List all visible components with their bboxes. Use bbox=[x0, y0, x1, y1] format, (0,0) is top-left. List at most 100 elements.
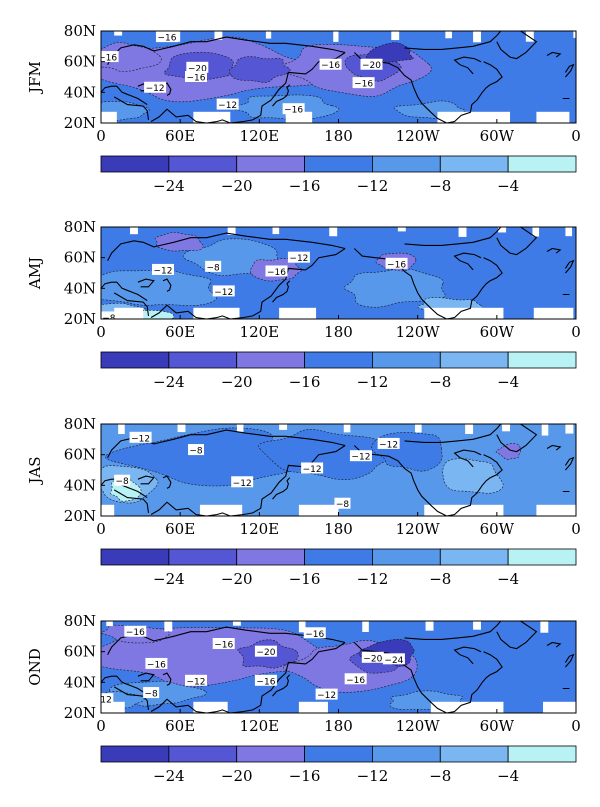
colorbar-tick-label: −24 bbox=[153, 767, 185, 785]
colorbar-tick-label: −16 bbox=[289, 767, 321, 785]
colorbar: −24 −20 −16 −12 −8 −4 bbox=[100, 351, 577, 391]
svg-text:−16: −16 bbox=[214, 641, 233, 651]
coastline bbox=[564, 63, 575, 78]
panel-jfm: −16−16−20−16−12−12 −16−16 −20−1680N60N40N2… bbox=[26, 22, 581, 195]
coastline bbox=[272, 280, 291, 303]
contour-region bbox=[495, 442, 521, 460]
missing-cell bbox=[298, 504, 339, 516]
lat-tick-label: 60N bbox=[64, 643, 96, 661]
coastline bbox=[404, 428, 498, 443]
colorbar-swatch bbox=[168, 351, 238, 369]
missing-cell bbox=[465, 424, 474, 434]
missing-cell bbox=[425, 621, 434, 631]
lat-tick-label: 80N bbox=[64, 22, 96, 40]
svg-text:−16: −16 bbox=[147, 660, 166, 670]
season-label: AMJ bbox=[26, 257, 44, 290]
coastline bbox=[107, 36, 346, 65]
coastline bbox=[453, 449, 482, 468]
missing-cell bbox=[536, 111, 570, 123]
colorbar-tick-label: −12 bbox=[357, 570, 389, 588]
svg-text:−12: −12 bbox=[214, 288, 233, 298]
missing-cell bbox=[298, 621, 306, 633]
contour-label: −8 bbox=[334, 497, 351, 510]
colorbar-tick-label: −20 bbox=[221, 570, 253, 588]
svg-text:−20: −20 bbox=[188, 64, 207, 74]
lon-tick-label: 60E bbox=[165, 127, 195, 145]
missing-cell bbox=[236, 424, 244, 432]
colorbar-tick-label: −12 bbox=[357, 767, 389, 785]
contour-label: −12 bbox=[129, 431, 152, 444]
missing-cell bbox=[130, 227, 138, 235]
coastline bbox=[150, 304, 244, 319]
colorbar-tick-label: −4 bbox=[497, 373, 519, 391]
lon-tick-label: 60W bbox=[480, 717, 515, 735]
coastline bbox=[353, 445, 447, 516]
contour-label: −8 bbox=[101, 311, 117, 319]
contour-label: −12 bbox=[185, 674, 207, 687]
svg-text:−12: −12 bbox=[379, 440, 398, 450]
svg-text:−16: −16 bbox=[284, 106, 303, 116]
missing-cell bbox=[279, 424, 288, 430]
coastline bbox=[546, 51, 562, 58]
contour-label: −20 bbox=[254, 645, 277, 658]
svg-text:−12: −12 bbox=[317, 691, 336, 701]
missing-cell bbox=[285, 111, 313, 123]
missing-cell bbox=[430, 701, 504, 713]
missing-cell bbox=[498, 227, 507, 233]
contour-label: −8 bbox=[143, 687, 160, 700]
lat-tick-label: 60N bbox=[64, 446, 96, 464]
coastline bbox=[453, 56, 482, 75]
colorbar-swatch bbox=[304, 155, 373, 173]
contour-label: −24 bbox=[382, 653, 405, 666]
missing-cell bbox=[265, 31, 272, 39]
colorbar-swatch bbox=[507, 155, 577, 173]
svg-text:−12: −12 bbox=[146, 84, 165, 94]
colorbar-swatch bbox=[168, 548, 238, 566]
contour-label: −12 bbox=[101, 693, 114, 706]
missing-cell bbox=[227, 227, 236, 235]
colorbar-swatch bbox=[439, 155, 509, 173]
contour-label: −12 bbox=[315, 688, 338, 701]
contour-label: −20 bbox=[186, 61, 209, 74]
svg-text:−12: −12 bbox=[233, 479, 252, 489]
colorbar-tick-label: −8 bbox=[429, 570, 451, 588]
season-label: JAS bbox=[26, 456, 44, 485]
colorbar-tick-label: −8 bbox=[429, 373, 451, 391]
missing-cell bbox=[525, 31, 534, 42]
coastline bbox=[446, 651, 503, 713]
colorbar-tick-label: −16 bbox=[289, 570, 321, 588]
svg-text:−8: −8 bbox=[144, 690, 158, 700]
lon-tick-label: 60W bbox=[480, 323, 515, 341]
missing-cell bbox=[232, 621, 241, 626]
svg-text:−12: −12 bbox=[131, 434, 150, 444]
season-label: JFM bbox=[26, 61, 44, 95]
colorbar-tick-label: −8 bbox=[429, 767, 451, 785]
svg-text:−24: −24 bbox=[384, 656, 403, 666]
coastline bbox=[150, 108, 244, 123]
missing-cell bbox=[424, 307, 504, 319]
missing-cell bbox=[391, 31, 400, 41]
coastline bbox=[446, 257, 503, 319]
coastline bbox=[137, 672, 155, 682]
lon-tick-label: 0 bbox=[571, 520, 581, 538]
coastline bbox=[546, 444, 562, 451]
lon-tick-label: 120W bbox=[396, 127, 441, 145]
lat-tick-label: 20N bbox=[64, 114, 96, 132]
missing-cell bbox=[543, 701, 576, 713]
coastline bbox=[353, 642, 447, 713]
colorbar: −24 −20 −16 −12 −8 −4 bbox=[100, 745, 577, 785]
contour-label: −16 bbox=[265, 265, 288, 278]
missing-cell bbox=[101, 111, 117, 123]
colorbar-tick-label: −12 bbox=[357, 373, 389, 391]
contour-region bbox=[442, 458, 504, 494]
contour-label: −12 bbox=[144, 81, 167, 94]
lon-tick-label: 120E bbox=[240, 717, 280, 735]
colorbar-swatch bbox=[236, 548, 305, 566]
contour-label: −12 bbox=[377, 437, 400, 450]
missing-cell bbox=[177, 424, 186, 433]
svg-text:−16: −16 bbox=[346, 676, 365, 686]
lat-tick-label: 60N bbox=[64, 53, 96, 71]
lat-tick-label: 40N bbox=[64, 83, 96, 101]
coastline bbox=[404, 35, 498, 50]
